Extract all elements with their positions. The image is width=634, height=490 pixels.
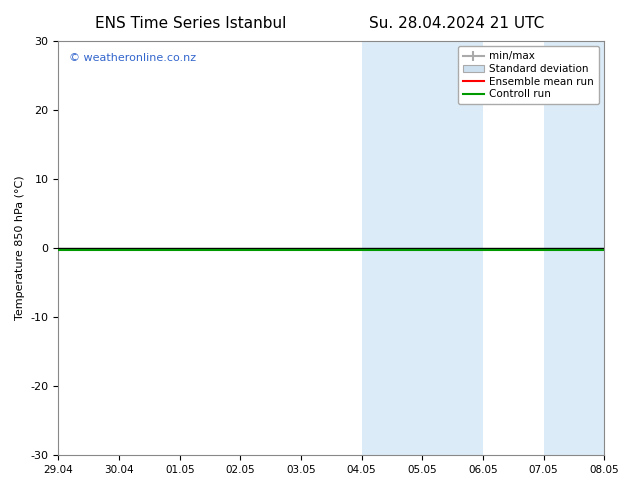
Legend: min/max, Standard deviation, Ensemble mean run, Controll run: min/max, Standard deviation, Ensemble me… bbox=[458, 46, 599, 104]
Text: © weatheronline.co.nz: © weatheronline.co.nz bbox=[69, 53, 197, 64]
Text: ENS Time Series Istanbul: ENS Time Series Istanbul bbox=[94, 16, 286, 31]
Text: Su. 28.04.2024 21 UTC: Su. 28.04.2024 21 UTC bbox=[369, 16, 544, 31]
Bar bbox=[422, 41, 483, 455]
Bar bbox=[543, 41, 604, 455]
Bar bbox=[604, 41, 634, 455]
Y-axis label: Temperature 850 hPa (°C): Temperature 850 hPa (°C) bbox=[15, 176, 25, 320]
Bar bbox=[361, 41, 422, 455]
